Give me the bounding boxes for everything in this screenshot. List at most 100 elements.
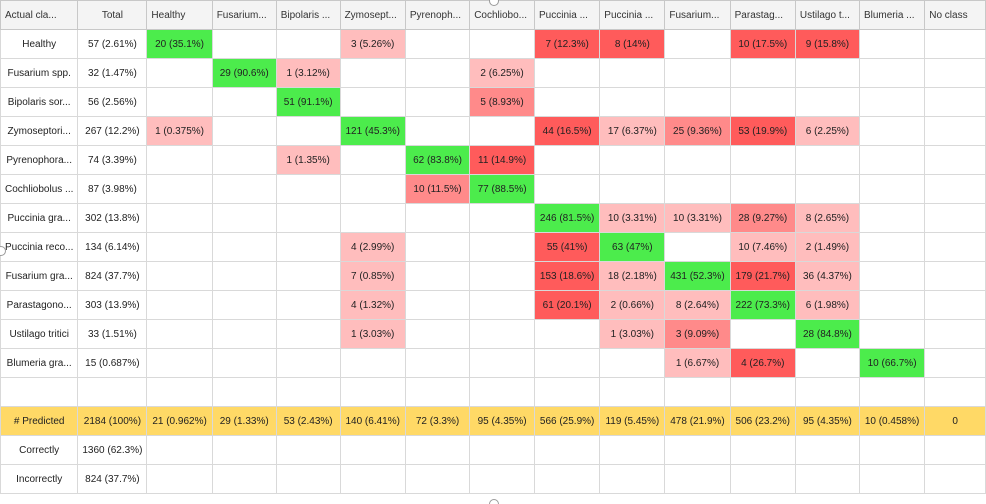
matrix-cell[interactable]: 9 (15.8%) xyxy=(794,29,860,59)
matrix-cell[interactable] xyxy=(339,348,406,378)
matrix-cell[interactable]: 222 (73.3%) xyxy=(729,290,796,320)
matrix-cell[interactable] xyxy=(858,116,926,146)
matrix-cell[interactable] xyxy=(211,348,277,378)
matrix-cell[interactable] xyxy=(275,203,341,233)
column-header[interactable]: Pyrenoph... xyxy=(404,0,471,30)
matrix-cell[interactable] xyxy=(211,232,277,262)
matrix-cell[interactable] xyxy=(404,87,471,117)
matrix-cell[interactable] xyxy=(404,58,471,88)
matrix-cell[interactable] xyxy=(924,174,986,204)
matrix-cell[interactable] xyxy=(794,174,860,204)
matrix-cell[interactable] xyxy=(924,116,986,146)
matrix-cell[interactable] xyxy=(146,290,213,320)
matrix-cell[interactable] xyxy=(924,232,986,262)
matrix-cell[interactable] xyxy=(211,116,277,146)
matrix-cell[interactable]: 10 (17.5%) xyxy=(729,29,796,59)
matrix-cell[interactable] xyxy=(664,29,731,59)
matrix-cell[interactable] xyxy=(469,29,535,59)
matrix-cell[interactable]: 4 (2.99%) xyxy=(339,232,406,262)
predicted-cell[interactable]: 53 (2.43%) xyxy=(275,406,341,436)
matrix-cell[interactable] xyxy=(664,58,731,88)
matrix-cell[interactable]: 7 (0.85%) xyxy=(339,261,406,291)
matrix-cell[interactable]: 6 (1.98%) xyxy=(794,290,860,320)
matrix-cell[interactable]: 5 (8.93%) xyxy=(469,87,535,117)
column-header[interactable]: Fusarium... xyxy=(664,0,731,30)
matrix-cell[interactable] xyxy=(599,87,666,117)
matrix-cell[interactable] xyxy=(211,203,277,233)
matrix-cell[interactable]: 44 (16.5%) xyxy=(533,116,601,146)
matrix-cell[interactable] xyxy=(664,145,731,175)
matrix-cell[interactable] xyxy=(599,58,666,88)
matrix-cell[interactable]: 2 (6.25%) xyxy=(469,58,535,88)
matrix-cell[interactable] xyxy=(729,58,796,88)
matrix-cell[interactable] xyxy=(211,145,277,175)
matrix-cell[interactable] xyxy=(146,87,213,117)
matrix-cell[interactable]: 28 (84.8%) xyxy=(794,319,860,349)
matrix-cell[interactable] xyxy=(924,58,986,88)
matrix-cell[interactable] xyxy=(404,261,471,291)
matrix-cell[interactable]: 62 (83.8%) xyxy=(404,145,471,175)
matrix-cell[interactable]: 246 (81.5%) xyxy=(533,203,601,233)
matrix-cell[interactable] xyxy=(858,58,926,88)
matrix-cell[interactable] xyxy=(404,116,471,146)
matrix-cell[interactable]: 10 (3.31%) xyxy=(664,203,731,233)
matrix-cell[interactable] xyxy=(469,290,535,320)
matrix-cell[interactable]: 179 (21.7%) xyxy=(729,261,796,291)
matrix-cell[interactable] xyxy=(858,232,926,262)
matrix-cell[interactable] xyxy=(924,348,986,378)
matrix-cell[interactable] xyxy=(664,87,731,117)
column-header[interactable]: Fusarium... xyxy=(211,0,277,30)
matrix-cell[interactable]: 4 (1.32%) xyxy=(339,290,406,320)
matrix-cell[interactable]: 431 (52.3%) xyxy=(664,261,731,291)
matrix-cell[interactable]: 8 (2.64%) xyxy=(664,290,731,320)
matrix-cell[interactable] xyxy=(275,29,341,59)
matrix-cell[interactable] xyxy=(469,203,535,233)
matrix-cell[interactable]: 2 (0.66%) xyxy=(599,290,666,320)
matrix-cell[interactable]: 7 (12.3%) xyxy=(533,29,601,59)
column-header[interactable]: Blumeria ... xyxy=(858,0,926,30)
matrix-cell[interactable] xyxy=(533,174,601,204)
matrix-cell[interactable]: 10 (7.46%) xyxy=(729,232,796,262)
matrix-cell[interactable] xyxy=(404,29,471,59)
matrix-cell[interactable] xyxy=(339,174,406,204)
top-resize-handle[interactable] xyxy=(489,0,499,6)
matrix-cell[interactable] xyxy=(211,29,277,59)
matrix-cell[interactable] xyxy=(794,145,860,175)
matrix-cell[interactable]: 51 (91.1%) xyxy=(275,87,341,117)
matrix-cell[interactable] xyxy=(275,232,341,262)
matrix-cell[interactable]: 2 (1.49%) xyxy=(794,232,860,262)
matrix-cell[interactable] xyxy=(858,145,926,175)
matrix-cell[interactable] xyxy=(924,203,986,233)
matrix-cell[interactable]: 11 (14.9%) xyxy=(469,145,535,175)
matrix-cell[interactable] xyxy=(924,290,986,320)
matrix-cell[interactable]: 53 (19.9%) xyxy=(729,116,796,146)
matrix-cell[interactable] xyxy=(404,232,471,262)
bottom-resize-handle[interactable] xyxy=(489,499,499,504)
column-header[interactable]: Healthy xyxy=(146,0,213,30)
matrix-cell[interactable] xyxy=(533,348,601,378)
column-header[interactable]: Zymosept... xyxy=(339,0,406,30)
predicted-cell[interactable]: 119 (5.45%) xyxy=(599,406,666,436)
column-header[interactable]: Puccinia ... xyxy=(533,0,601,30)
matrix-cell[interactable]: 61 (20.1%) xyxy=(533,290,601,320)
matrix-cell[interactable] xyxy=(924,145,986,175)
matrix-cell[interactable] xyxy=(858,319,926,349)
matrix-cell[interactable] xyxy=(858,87,926,117)
matrix-cell[interactable] xyxy=(146,174,213,204)
matrix-cell[interactable] xyxy=(146,261,213,291)
matrix-cell[interactable] xyxy=(664,174,731,204)
matrix-cell[interactable] xyxy=(404,319,471,349)
matrix-cell[interactable]: 121 (45.3%) xyxy=(339,116,406,146)
predicted-cell[interactable]: 0 xyxy=(924,406,986,436)
matrix-cell[interactable]: 8 (2.65%) xyxy=(794,203,860,233)
predicted-cell[interactable]: 506 (23.2%) xyxy=(729,406,796,436)
matrix-cell[interactable] xyxy=(858,174,926,204)
matrix-cell[interactable] xyxy=(469,319,535,349)
matrix-cell[interactable] xyxy=(729,145,796,175)
predicted-cell[interactable]: 566 (25.9%) xyxy=(533,406,601,436)
column-header[interactable]: Ustilago t... xyxy=(794,0,860,30)
matrix-cell[interactable]: 6 (2.25%) xyxy=(794,116,860,146)
matrix-cell[interactable] xyxy=(211,290,277,320)
matrix-cell[interactable] xyxy=(533,58,601,88)
matrix-cell[interactable] xyxy=(729,87,796,117)
